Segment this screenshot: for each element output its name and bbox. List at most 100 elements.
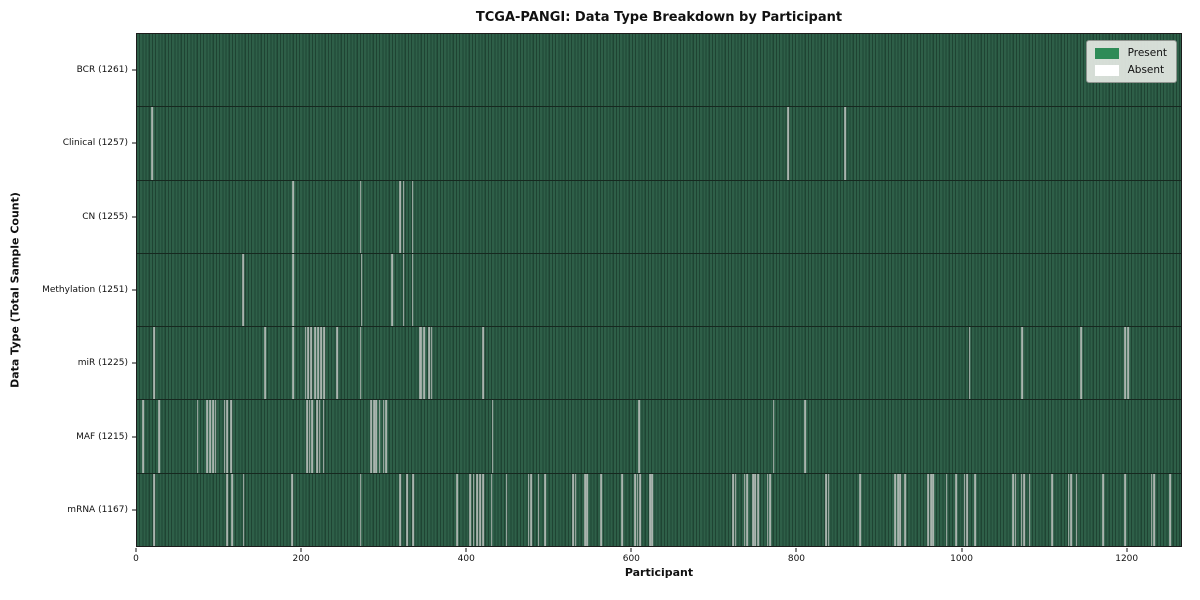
absent-stripe bbox=[859, 473, 861, 546]
absent-stripe bbox=[359, 327, 362, 400]
absent-stripe bbox=[323, 327, 326, 400]
y-tick-label: mRNA (1167) bbox=[67, 505, 128, 516]
absent-stripe bbox=[406, 473, 408, 546]
x-tick-label: 400 bbox=[457, 554, 475, 564]
absent-stripe bbox=[649, 473, 651, 546]
x-tick-label: 1000 bbox=[950, 554, 974, 564]
absent-stripe bbox=[196, 400, 199, 473]
heatmap-row-cn bbox=[137, 179, 1181, 253]
absent-stripe bbox=[385, 400, 388, 473]
y-tick-label: CN (1255) bbox=[82, 211, 128, 222]
absent-stripe bbox=[359, 180, 362, 253]
absent-stripe bbox=[419, 327, 421, 400]
absent-stripe bbox=[634, 473, 636, 546]
absent-stripe bbox=[411, 253, 414, 327]
absent-stripe bbox=[412, 473, 415, 546]
absent-stripe bbox=[787, 107, 790, 180]
absent-stripe bbox=[382, 400, 385, 473]
x-tick-label: 800 bbox=[787, 554, 806, 564]
absent-stripe bbox=[479, 473, 482, 546]
x-tick-label: 200 bbox=[292, 554, 310, 564]
absent-stripe bbox=[490, 473, 493, 546]
absent-stripe bbox=[1021, 327, 1024, 400]
absent-stripe bbox=[1014, 473, 1017, 546]
absent-stripe bbox=[544, 473, 547, 546]
absent-stripe bbox=[897, 473, 899, 546]
absent-stripe bbox=[827, 473, 830, 546]
legend-label-absent: Absent bbox=[1127, 64, 1165, 76]
absent-stripe bbox=[320, 327, 322, 400]
absent-stripe bbox=[746, 473, 748, 546]
absent-stripe bbox=[399, 473, 402, 546]
absent-stripe bbox=[316, 400, 318, 473]
absent-stripe bbox=[226, 400, 229, 473]
heatmap-row-clinical bbox=[137, 106, 1181, 180]
absent-stripe bbox=[1124, 327, 1127, 400]
absent-stripe bbox=[157, 400, 160, 473]
y-tick-mark bbox=[132, 436, 136, 438]
x-tick-label: 600 bbox=[622, 554, 640, 564]
y-tick-label: MAF (1215) bbox=[76, 431, 128, 442]
absent-stripe bbox=[963, 473, 966, 546]
absent-stripe bbox=[242, 473, 245, 546]
x-axis-title: Participant bbox=[624, 566, 694, 579]
x-tick-mark bbox=[465, 548, 467, 552]
y-tick-mark bbox=[132, 362, 136, 364]
absent-stripe bbox=[968, 327, 971, 400]
x-tick-mark bbox=[135, 548, 137, 552]
absent-stripe bbox=[527, 473, 530, 546]
absent-stripe bbox=[766, 473, 769, 546]
heatmap-row-methylation bbox=[137, 252, 1181, 327]
absent-stripe bbox=[360, 253, 363, 327]
absent-stripe bbox=[402, 180, 405, 253]
heatmap-row-maf bbox=[137, 399, 1181, 473]
absent-stripe bbox=[230, 400, 233, 473]
absent-stripe bbox=[242, 253, 244, 327]
y-tick-mark bbox=[132, 216, 136, 218]
absent-stripe bbox=[304, 327, 307, 400]
absent-stripe bbox=[1150, 473, 1153, 546]
absent-stripe bbox=[1102, 473, 1104, 546]
absent-stripe bbox=[378, 400, 381, 473]
x-tick-mark bbox=[300, 548, 302, 552]
absent-stripe bbox=[153, 473, 155, 546]
absent-stripe bbox=[932, 473, 935, 546]
heatmap-row-bcr bbox=[137, 34, 1181, 107]
absent-stripe bbox=[1124, 473, 1127, 546]
absent-stripe bbox=[375, 400, 378, 473]
absent-stripe bbox=[469, 473, 472, 546]
absent-stripe bbox=[482, 473, 485, 546]
absent-stripe bbox=[223, 400, 226, 473]
x-tick-mark bbox=[795, 548, 797, 552]
absent-stripe bbox=[769, 473, 772, 546]
absent-stripe bbox=[572, 473, 575, 546]
absent-stripe bbox=[638, 400, 641, 473]
absent-stripe bbox=[142, 400, 145, 473]
absent-stripe bbox=[966, 473, 969, 546]
absent-stripe bbox=[428, 327, 430, 400]
legend: Present Absent bbox=[1085, 40, 1177, 83]
absent-stripe bbox=[411, 180, 414, 253]
absent-stripe bbox=[945, 473, 948, 546]
absent-stripe bbox=[1023, 473, 1025, 546]
legend-label-present: Present bbox=[1127, 47, 1167, 59]
absent-stripe bbox=[370, 400, 373, 473]
absent-stripe bbox=[752, 473, 754, 546]
absent-stripe bbox=[373, 400, 375, 473]
y-tick-mark bbox=[132, 289, 136, 291]
absent-stripe bbox=[1075, 473, 1078, 546]
absent-stripe bbox=[583, 473, 586, 546]
x-tick-mark bbox=[1126, 548, 1128, 552]
y-axis-title: Data Type (Total Sample Count) bbox=[8, 192, 22, 388]
absent-stripe bbox=[317, 327, 319, 400]
absent-stripe bbox=[420, 327, 423, 400]
absent-stripe bbox=[636, 473, 639, 546]
absent-stripe bbox=[153, 327, 155, 400]
absent-stripe bbox=[307, 327, 309, 400]
absent-stripe bbox=[1070, 473, 1072, 546]
absent-stripe bbox=[734, 473, 737, 546]
absent-stripe bbox=[423, 327, 425, 400]
y-tick-label: BCR (1261) bbox=[76, 64, 128, 75]
absent-stripe bbox=[899, 473, 902, 546]
